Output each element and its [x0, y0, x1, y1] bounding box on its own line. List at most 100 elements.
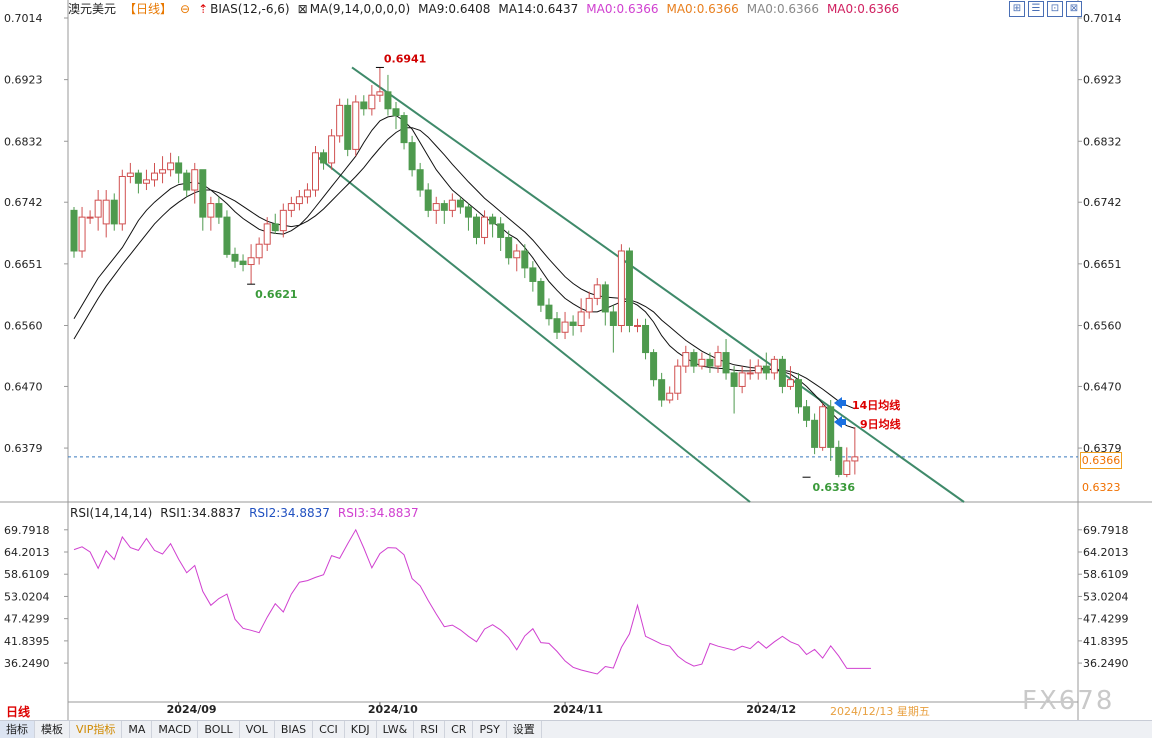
- tab-bias[interactable]: BIAS: [275, 721, 314, 738]
- candle-body-down: [199, 169, 207, 218]
- ma-label[interactable]: MA(9,14,0,0,0,0): [309, 2, 411, 16]
- candle-body-up: [159, 169, 167, 174]
- bias-label[interactable]: BIAS(12,-6,6): [210, 2, 290, 16]
- tab-rsi[interactable]: RSI: [414, 721, 446, 738]
- tab-psy[interactable]: PSY: [473, 721, 507, 738]
- ma0-value-2: MA0:0.6366: [666, 2, 739, 16]
- candle-body-up: [86, 216, 94, 219]
- price-tick-left: 0.6379: [4, 442, 43, 455]
- tab-macd[interactable]: MACD: [152, 721, 199, 738]
- candle-body-up: [191, 169, 199, 191]
- candle-body-up: [312, 152, 319, 191]
- rsi-tick-left: 64.2013: [4, 546, 50, 559]
- candle-body-down: [497, 223, 505, 238]
- candle-body-down: [827, 406, 835, 448]
- price-tick-left: 0.6923: [4, 74, 43, 87]
- ma14-label: 14日均线: [852, 399, 901, 412]
- price-axis: 0.7014 0.7014 0.6923 0.6923 0.6832 0.6832 0.67…: [4, 12, 1122, 455]
- tab-settings[interactable]: 设置: [507, 721, 542, 738]
- ma-arrows: [834, 397, 846, 428]
- candle-body-down: [344, 104, 352, 150]
- restore-button[interactable]: ⊡: [1047, 1, 1063, 17]
- candle-body-up: [617, 250, 625, 326]
- candle-body-up: [481, 216, 489, 238]
- candle-body-down: [70, 209, 78, 252]
- candle-body-up: [263, 223, 271, 245]
- candle-body-down: [730, 372, 738, 387]
- candle-body-up: [843, 460, 851, 475]
- candle-body-up: [819, 406, 827, 448]
- tab-kdj[interactable]: KDJ: [345, 721, 377, 738]
- candle-body-down: [545, 304, 553, 320]
- ma14-value: MA14:0.6437: [498, 2, 579, 16]
- window-buttons: ⊞ ☰ ⊡ ⊠: [1009, 1, 1082, 17]
- candle-body-down: [625, 250, 633, 326]
- period-label[interactable]: 日线: [6, 705, 31, 719]
- tab-lwr[interactable]: LW&: [377, 721, 415, 738]
- settings-icon[interactable]: ⊖: [180, 2, 191, 16]
- tab-boll[interactable]: BOLL: [198, 721, 240, 738]
- candle-body-down: [408, 142, 416, 171]
- candle-body-down: [231, 253, 239, 262]
- candle-body-down: [811, 419, 819, 448]
- candle-body-down: [360, 101, 368, 110]
- candle-body-down: [722, 352, 730, 374]
- candle-body-down: [424, 189, 432, 211]
- rsi1-line: [73, 528, 871, 675]
- price-tick-left: 0.6742: [4, 196, 43, 209]
- candle-body-up: [102, 199, 110, 225]
- expand-button[interactable]: ⊞: [1009, 1, 1025, 17]
- rsi-tick-right: 36.2490: [1083, 657, 1129, 670]
- candle-body-down: [795, 379, 802, 408]
- candle-body-up: [593, 284, 601, 299]
- candle-body-up: [786, 379, 794, 387]
- candle-body-up: [376, 91, 384, 96]
- candle-body-up: [746, 372, 754, 375]
- price-tick-left: 0.7014: [4, 12, 43, 25]
- watermark: FX678: [1022, 686, 1115, 716]
- rsi1-value: RSI1:34.8837: [160, 506, 242, 520]
- candle-body-down: [835, 446, 843, 475]
- tab-indicators[interactable]: 指标: [0, 721, 35, 738]
- candle-body-up: [207, 203, 215, 218]
- candle-body-down: [440, 203, 448, 211]
- rsi2-value: RSI2:34.8837: [249, 506, 330, 520]
- candle-body-down: [392, 108, 400, 117]
- tab-vol[interactable]: VOL: [240, 721, 275, 738]
- candle-body-up: [666, 392, 674, 401]
- candle-body-down: [320, 152, 328, 164]
- candle-body-up: [754, 365, 762, 374]
- candle-body-down: [134, 172, 142, 184]
- candle-body-down: [384, 91, 392, 110]
- period-tag[interactable]: 【日线】: [124, 2, 173, 16]
- candle-body-down: [215, 203, 223, 218]
- price-tick-right: 0.6832: [1083, 135, 1122, 148]
- symbol-name: 澳元美元: [68, 2, 117, 16]
- close-button[interactable]: ⊠: [1066, 1, 1082, 17]
- candle-body-up: [78, 216, 86, 252]
- candle-body-down: [553, 318, 561, 333]
- list-button[interactable]: ☰: [1028, 1, 1044, 17]
- ma0-value-1: MA0:0.6366: [586, 2, 659, 16]
- candle-body-up: [352, 101, 360, 150]
- rsi-label[interactable]: RSI(14,14,14): [70, 506, 153, 520]
- candle-body-down: [456, 199, 464, 208]
- tab-cr[interactable]: CR: [445, 721, 474, 738]
- candle-body-down: [706, 358, 714, 367]
- date-tick-label: 2024/12: [746, 703, 796, 716]
- candle-body-down: [537, 280, 545, 306]
- candle-body-up: [279, 209, 287, 232]
- tab-templates[interactable]: 模板: [35, 721, 70, 738]
- price-tick-left: 0.6560: [4, 319, 43, 332]
- candle-body-down: [778, 358, 786, 387]
- tab-ma[interactable]: MA: [122, 721, 153, 738]
- rsi-tick-left: 69.7918: [4, 524, 50, 537]
- price-tick-right: 0.6651: [1083, 258, 1122, 271]
- ma9-line: [73, 114, 856, 429]
- tab-cci[interactable]: CCI: [313, 721, 345, 738]
- candle-body-up: [674, 365, 682, 394]
- candle-body-down: [110, 199, 118, 225]
- candle-body-up: [328, 135, 336, 164]
- tab-vip-indicators[interactable]: VIP指标: [70, 721, 123, 738]
